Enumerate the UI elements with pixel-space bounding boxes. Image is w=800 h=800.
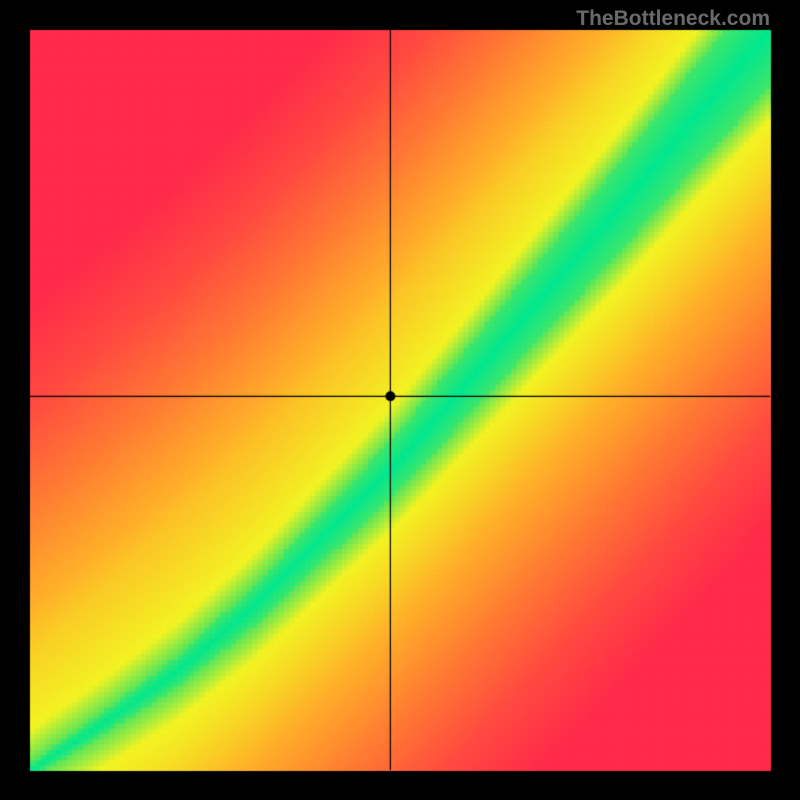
chart-container: TheBottleneck.com xyxy=(0,0,800,800)
watermark-text: TheBottleneck.com xyxy=(576,7,770,31)
bottleneck-heatmap xyxy=(0,0,800,800)
